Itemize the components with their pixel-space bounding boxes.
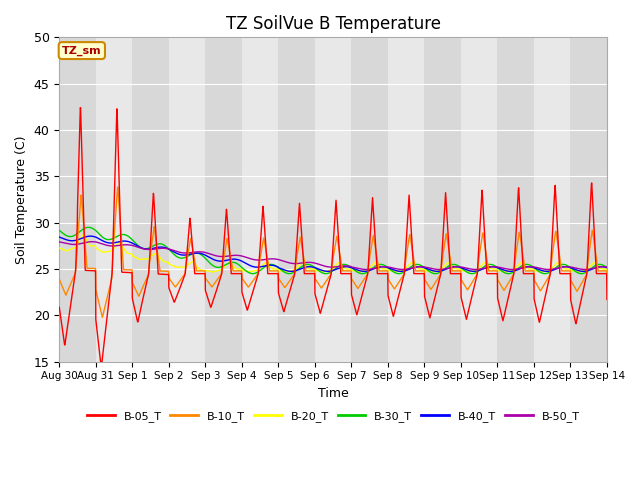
B-30_T [56,228,63,233]
B-40_T [362,268,369,274]
B-05_T [555,255,563,261]
Bar [424,37,461,362]
B-40_T [86,233,94,239]
Bar [132,37,169,362]
B-20_T [79,232,87,238]
B-30_T [603,264,611,270]
B-05_T [570,313,578,319]
B-05_T [362,281,369,287]
Title: TZ SoilVue B Temperature: TZ SoilVue B Temperature [226,15,440,33]
B-05_T [56,304,63,310]
B-50_T [493,264,500,270]
B-20_T [501,269,509,275]
B-20_T [349,268,357,274]
B-50_T [361,266,369,272]
B-10_T [114,184,122,190]
Bar [278,37,315,362]
B-05_T [349,299,357,304]
B-40_T [287,268,295,274]
B-20_T [493,266,500,272]
B-40_T [603,265,611,271]
B-50_T [570,265,578,271]
Y-axis label: Soil Temperature (C): Soil Temperature (C) [15,135,28,264]
B-10_T [349,278,357,284]
Bar [96,37,132,362]
B-30_T [249,271,257,276]
B-40_T [493,264,500,270]
B-30_T [570,268,578,274]
Line: B-50_T: B-50_T [60,242,607,269]
B-50_T [603,264,611,270]
B-05_T [77,105,84,110]
B-05_T [493,271,500,276]
B-30_T [555,263,563,268]
B-30_T [349,266,357,272]
B-20_T [361,268,369,274]
B-20_T [209,269,216,275]
B-30_T [84,225,92,230]
B-05_T [603,297,611,302]
Bar [169,37,205,362]
Bar [461,37,497,362]
B-10_T [555,250,563,255]
B-40_T [555,265,563,271]
B-40_T [209,256,216,262]
B-10_T [56,276,63,282]
Bar [534,37,570,362]
B-20_T [570,268,578,274]
Text: TZ_sm: TZ_sm [62,46,102,56]
X-axis label: Time: Time [317,387,349,400]
B-50_T [56,239,63,245]
Bar [315,37,351,362]
B-20_T [555,261,563,266]
B-10_T [493,268,500,274]
B-50_T [88,239,96,245]
Legend: B-05_T, B-10_T, B-20_T, B-30_T, B-40_T, B-50_T: B-05_T, B-10_T, B-20_T, B-30_T, B-40_T, … [83,406,584,426]
B-05_T [209,300,216,305]
B-40_T [570,266,578,272]
Bar [60,37,96,362]
B-50_T [555,265,563,271]
B-10_T [570,284,578,289]
Line: B-05_T: B-05_T [60,108,607,367]
Bar [497,37,534,362]
B-50_T [399,266,406,272]
B-40_T [56,234,63,240]
B-50_T [349,264,357,270]
B-30_T [493,264,500,270]
Bar [205,37,242,362]
B-20_T [603,267,611,273]
Bar [351,37,388,362]
B-30_T [362,270,369,276]
B-10_T [209,283,216,289]
Line: B-30_T: B-30_T [60,228,607,274]
Bar [242,37,278,362]
B-30_T [209,262,216,268]
B-40_T [349,265,357,271]
B-10_T [603,277,611,283]
B-10_T [362,275,369,280]
B-10_T [99,314,106,320]
Line: B-10_T: B-10_T [60,187,607,317]
B-20_T [56,245,63,251]
Bar [388,37,424,362]
Bar [570,37,607,362]
B-50_T [209,252,216,258]
Line: B-20_T: B-20_T [60,235,607,272]
B-05_T [97,364,105,370]
Line: B-40_T: B-40_T [60,236,607,271]
